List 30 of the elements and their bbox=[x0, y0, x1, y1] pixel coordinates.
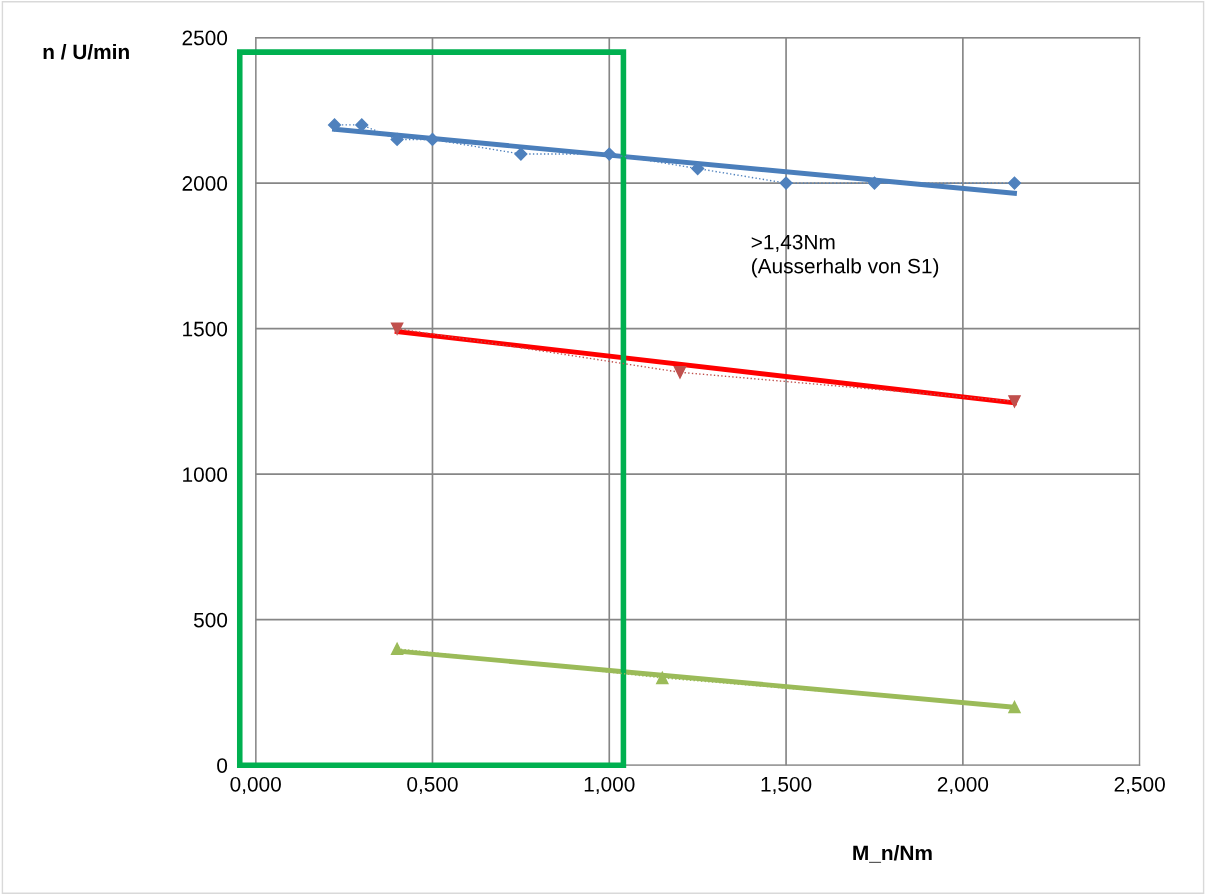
point bbox=[1008, 700, 1021, 714]
x-tick-label: 1,500 bbox=[761, 776, 812, 795]
point bbox=[390, 132, 404, 147]
y-tick-label: 1000 bbox=[183, 467, 228, 482]
point bbox=[390, 642, 404, 656]
y-axis-title: n / U/min bbox=[43, 43, 129, 60]
y-tick-label: 2000 bbox=[182, 176, 228, 191]
point bbox=[425, 132, 440, 147]
y-tick-label: 2500 bbox=[182, 30, 228, 46]
point bbox=[327, 118, 342, 132]
point bbox=[1008, 395, 1021, 408]
y-tick-label: 500 bbox=[193, 612, 228, 628]
point bbox=[390, 322, 404, 335]
x-tick-label: 1,000 bbox=[584, 776, 635, 795]
point bbox=[656, 671, 669, 685]
x-tick-label: 0,500 bbox=[407, 776, 458, 795]
x-tick-label: 2,000 bbox=[937, 776, 989, 795]
annotation: >1,43Nm (Ausserhalb von S1) bbox=[751, 234, 939, 278]
x-tick-label: 2,500 bbox=[1114, 776, 1165, 795]
point bbox=[779, 176, 793, 190]
point bbox=[514, 147, 528, 161]
point bbox=[867, 176, 882, 190]
point bbox=[355, 118, 369, 132]
y-tick-label: 0 bbox=[217, 758, 228, 773]
point bbox=[1007, 176, 1022, 190]
x-tick-label: 0,000 bbox=[230, 776, 281, 795]
y-tick-label: 1500 bbox=[183, 321, 228, 337]
point bbox=[602, 147, 616, 161]
x-axis-title: M_n/Nm bbox=[853, 845, 932, 863]
point bbox=[673, 366, 687, 379]
